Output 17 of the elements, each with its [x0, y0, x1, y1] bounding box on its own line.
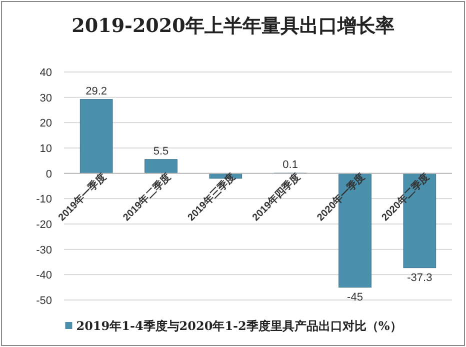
chart-title: 2019-2020年上半年量具出口增长率 — [72, 15, 394, 37]
y-tick-label: 20 — [40, 118, 52, 130]
y-tick-label: -50 — [36, 295, 52, 307]
y-tick-label: -30 — [36, 244, 52, 256]
y-tick-label: -10 — [36, 194, 52, 206]
y-tick-label: 30 — [40, 92, 52, 104]
legend-label: 2019年1-4季度与2020年1-2季度里具产品出口对比（%） — [76, 319, 402, 333]
data-label: -45 — [347, 291, 363, 304]
data-label: 5.5 — [153, 145, 169, 158]
y-tick-label: 40 — [40, 67, 52, 79]
y-tick-label: -20 — [36, 219, 52, 231]
data-label: 0.1 — [282, 159, 298, 172]
data-label: 29.2 — [86, 85, 108, 98]
y-tick-label: -40 — [36, 270, 52, 282]
y-tick-label: 0 — [46, 168, 52, 180]
y-tick-label: 10 — [40, 143, 52, 155]
data-label: -37.3 — [407, 272, 432, 284]
